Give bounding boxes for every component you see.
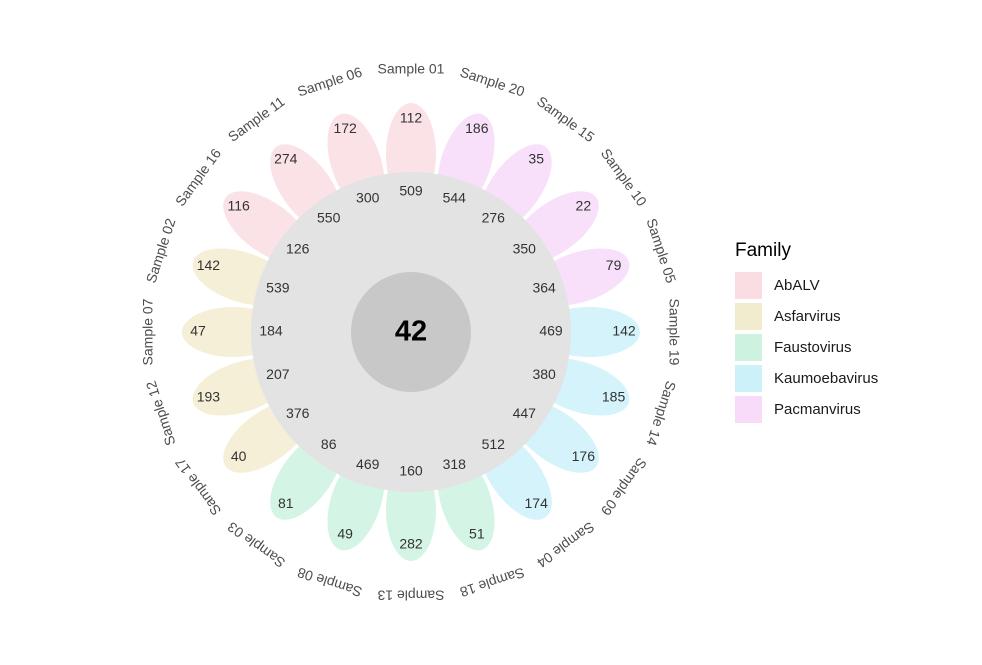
petal-outer-value: 185 bbox=[602, 389, 626, 405]
legend-swatch bbox=[735, 334, 762, 361]
petal-outer-value: 193 bbox=[197, 389, 221, 405]
legend-item-asfarvirus: Asfarvirus bbox=[735, 301, 878, 332]
petal-outer-value: 47 bbox=[190, 323, 206, 339]
sample-label: Sample 17 bbox=[172, 455, 224, 519]
petal-inner-value: 380 bbox=[532, 366, 556, 382]
petal-outer-value: 81 bbox=[278, 495, 294, 511]
legend-item-kaumoebavirus: Kaumoebavirus bbox=[735, 363, 878, 394]
legend-label: Faustovirus bbox=[774, 339, 852, 356]
petal-inner-value: 350 bbox=[513, 240, 537, 256]
values-layer: 112 509 186 544 35 276 22 350 79 364 142 469 185 380 1… bbox=[190, 110, 636, 552]
petal-outer-value: 142 bbox=[197, 257, 221, 273]
petal-outer-value: 35 bbox=[528, 150, 544, 166]
petal-outer-value: 49 bbox=[337, 525, 353, 541]
legend-swatch bbox=[735, 303, 762, 330]
petal-inner-value: 469 bbox=[356, 456, 380, 472]
sample-label: Sample 16 bbox=[172, 145, 224, 209]
sample-label: Sample 02 bbox=[143, 216, 179, 285]
legend-label: AbALV bbox=[774, 277, 820, 294]
legend-label: Pacmanvirus bbox=[774, 401, 861, 418]
petal-outer-value: 79 bbox=[606, 257, 622, 273]
sample-label: Sample 08 bbox=[295, 564, 364, 600]
petal-inner-value: 184 bbox=[259, 323, 283, 339]
sample-label: Sample 10 bbox=[598, 145, 650, 209]
petal-inner-value: 447 bbox=[513, 405, 537, 421]
sample-label: Sample 03 bbox=[224, 519, 288, 571]
legend-title: Family bbox=[735, 240, 791, 261]
legend-swatch bbox=[735, 365, 762, 392]
sample-label: Sample 15 bbox=[534, 93, 598, 145]
sample-label: Sample 13 bbox=[377, 587, 444, 603]
sample-label: Sample 06 bbox=[295, 64, 364, 100]
petal-inner-value: 126 bbox=[286, 240, 310, 256]
sample-label: Sample 01 bbox=[378, 61, 445, 77]
sample-label: Sample 20 bbox=[458, 64, 527, 100]
petal-inner-value: 364 bbox=[532, 279, 556, 295]
core-circle bbox=[351, 272, 471, 392]
petal-inner-value: 207 bbox=[266, 366, 290, 382]
legend-item-faustovirus: Faustovirus bbox=[735, 332, 878, 363]
legend-swatch bbox=[735, 396, 762, 423]
sample-label: Sample 09 bbox=[598, 455, 650, 519]
petal-inner-value: 509 bbox=[399, 183, 423, 199]
legend-label: Asfarvirus bbox=[774, 308, 841, 325]
petal-outer-value: 51 bbox=[469, 525, 485, 541]
petal-outer-value: 176 bbox=[572, 448, 596, 464]
petal-outer-value: 282 bbox=[399, 536, 423, 552]
petal-inner-value: 376 bbox=[286, 405, 310, 421]
petal-outer-value: 274 bbox=[274, 150, 298, 166]
petal-inner-value: 550 bbox=[317, 209, 341, 225]
petal-outer-value: 186 bbox=[465, 120, 489, 136]
petal-inner-value: 469 bbox=[539, 323, 563, 339]
petal-inner-value: 300 bbox=[356, 190, 380, 206]
petal-inner-value: 160 bbox=[399, 463, 423, 479]
petal-outer-value: 172 bbox=[333, 120, 357, 136]
petal-inner-value: 276 bbox=[482, 209, 506, 225]
sample-label: Sample 07 bbox=[140, 298, 156, 365]
sample-label: Sample 04 bbox=[534, 519, 598, 571]
sample-label: Sample 19 bbox=[666, 299, 682, 366]
petal-outer-value: 116 bbox=[228, 198, 251, 214]
sample-label: Sample 12 bbox=[143, 379, 179, 448]
petal-inner-value: 86 bbox=[321, 436, 337, 452]
petal-inner-value: 539 bbox=[266, 279, 290, 295]
center-value: 42 bbox=[395, 316, 427, 348]
petal-outer-value: 174 bbox=[525, 495, 549, 511]
petal-inner-value: 544 bbox=[443, 190, 467, 206]
petal-outer-value: 112 bbox=[400, 110, 423, 126]
legend-label: Kaumoebavirus bbox=[774, 370, 879, 387]
petal-inner-value: 512 bbox=[482, 436, 506, 452]
sample-label: Sample 11 bbox=[225, 93, 288, 145]
petal-outer-value: 142 bbox=[612, 323, 636, 339]
sample-label: Sample 18 bbox=[458, 564, 527, 600]
petal-outer-value: 40 bbox=[231, 448, 247, 464]
legend-item-abalv: AbALV bbox=[735, 270, 878, 301]
sample-label: Sample 14 bbox=[643, 379, 679, 448]
legend-item-pacmanvirus: Pacmanvirus bbox=[735, 394, 878, 425]
sample-label: Sample 05 bbox=[643, 216, 679, 285]
legend: Family AbALV Asfarvirus Faustovirus Kaum… bbox=[735, 240, 878, 425]
petal-outer-value: 22 bbox=[576, 198, 592, 214]
petal-inner-value: 318 bbox=[443, 456, 467, 472]
legend-swatch bbox=[735, 272, 762, 299]
